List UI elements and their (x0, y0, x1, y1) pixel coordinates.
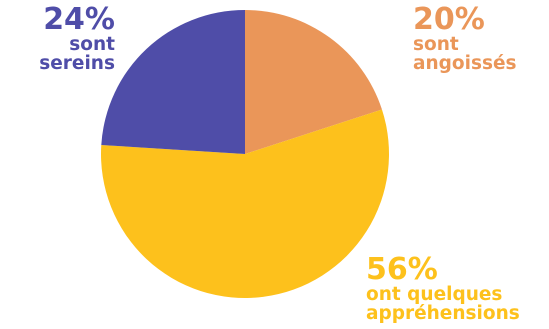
label-apprehensive-percent: 56% (366, 252, 438, 287)
slice-anxious (245, 10, 382, 154)
label-serene: 24% sont sereins (10, 2, 115, 74)
label-anxious: 20% sont angoissés (413, 2, 517, 74)
slice-serene (101, 10, 245, 154)
label-apprehensive-line-2: appréhensions (366, 303, 520, 324)
label-apprehensive-line-1: ont quelques (366, 284, 503, 305)
label-anxious-percent: 20% (413, 2, 485, 37)
label-serene-line-2: sereins (39, 53, 115, 74)
slice-apprehensive (101, 109, 389, 298)
label-serene-percent: 24% (43, 2, 115, 37)
label-apprehensive: 56% ont quelques appréhensions (366, 252, 520, 324)
label-anxious-line-1: sont (413, 34, 459, 55)
label-anxious-line-2: angoissés (413, 53, 517, 74)
label-serene-line-1: sont (69, 34, 115, 55)
